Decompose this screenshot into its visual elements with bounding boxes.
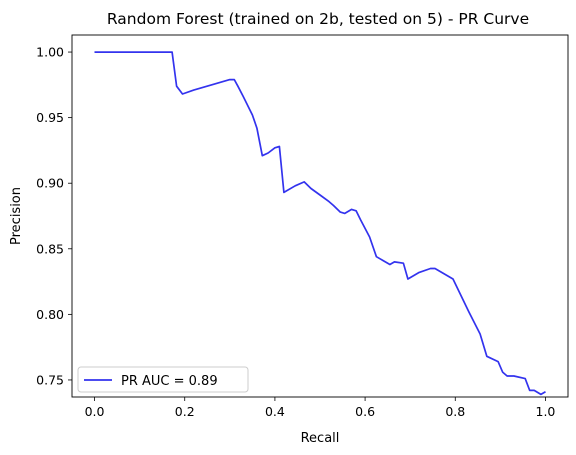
y-axis-label: Precision — [9, 187, 24, 245]
x-tick-label: 0.2 — [175, 404, 195, 419]
y-tick-label: 0.90 — [36, 176, 64, 191]
y-tick-label: 0.80 — [36, 307, 64, 322]
y-axis: 0.75 0.80 0.85 0.90 0.95 1.00 — [36, 45, 72, 388]
x-tick-label: 0.4 — [265, 404, 285, 419]
chart-title: Random Forest (trained on 2b, tested on … — [107, 10, 529, 28]
x-axis: 0.0 0.2 0.4 0.6 0.8 1.0 — [85, 397, 556, 419]
legend-label: PR AUC = 0.89 — [121, 374, 218, 389]
x-tick-label: 0.0 — [85, 404, 105, 419]
plot-area — [72, 35, 568, 397]
y-tick-label: 0.75 — [36, 372, 64, 387]
x-tick-label: 0.8 — [445, 404, 465, 419]
y-tick-label: 0.85 — [36, 241, 64, 256]
plot-frame — [72, 35, 568, 397]
series-layer — [95, 52, 546, 394]
y-tick-label: 0.95 — [36, 110, 64, 125]
x-tick-label: 1.0 — [536, 404, 556, 419]
y-tick-label: 1.00 — [36, 45, 64, 60]
x-axis-label: Recall — [301, 431, 340, 446]
legend: PR AUC = 0.89 — [78, 367, 248, 392]
x-tick-label: 0.6 — [355, 404, 375, 419]
pr-curve-line — [95, 52, 546, 394]
